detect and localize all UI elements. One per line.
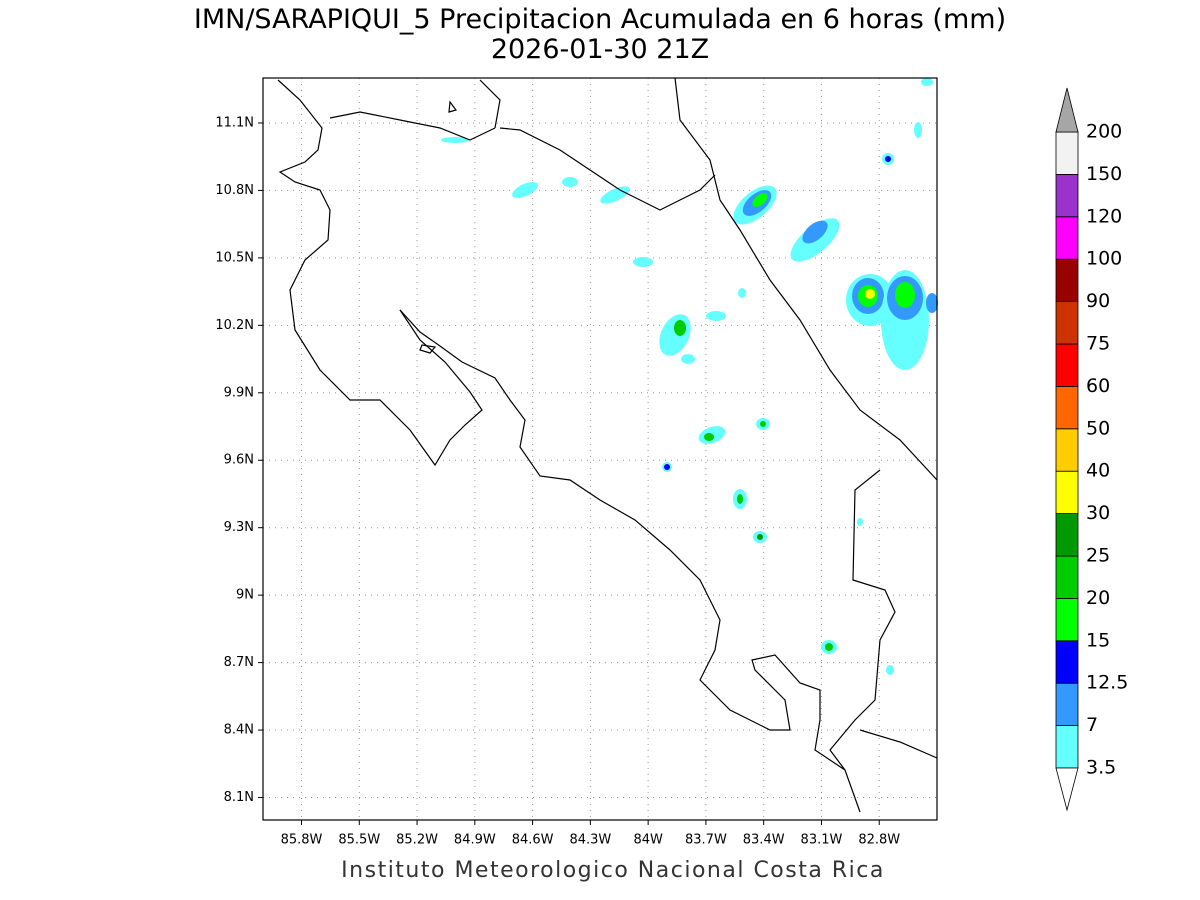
x-tick-label: 83.7W xyxy=(685,833,727,848)
y-tick-label: 9.9N xyxy=(224,385,254,400)
subtitle: 2026-01-30 21Z xyxy=(491,34,709,65)
colorbar-box xyxy=(1055,725,1079,769)
colorbar-label: 100 xyxy=(1086,248,1122,270)
colorbar-label: 3.5 xyxy=(1086,757,1116,779)
colorbar-box xyxy=(1055,682,1079,727)
colorbar-over xyxy=(1055,87,1079,133)
y-tick-label: 11.1N xyxy=(215,115,254,130)
colorbar-box xyxy=(1055,131,1079,175)
colorbar-box xyxy=(1055,343,1079,387)
colorbar-label: 90 xyxy=(1086,290,1110,312)
y-tick-label: 9.6N xyxy=(224,453,254,468)
colorbar-label: 15 xyxy=(1086,629,1110,651)
colorbar-box xyxy=(1055,640,1079,684)
y-tick-label: 8.1N xyxy=(224,790,254,805)
precip-field xyxy=(441,78,938,675)
colorbar-label: 7 xyxy=(1086,714,1098,736)
colorbar-label: 25 xyxy=(1086,545,1110,567)
colorbar: 3.5 7 12.5 15 20 25 30 40 50 60 75 90 100 120 150 200 xyxy=(1055,87,1128,812)
colorbar-label: 120 xyxy=(1086,205,1122,227)
colorbar-box xyxy=(1055,385,1079,430)
x-tick-label: 85.2W xyxy=(396,833,438,848)
footer: Instituto Meteorologico Nacional Costa R… xyxy=(341,858,885,883)
x-tick-label: 85.5W xyxy=(338,833,380,848)
title: IMN/SARAPIQUI_5 Precipitacion Acumulada … xyxy=(194,4,1006,35)
grid xyxy=(263,78,937,820)
colorbar-label: 30 xyxy=(1086,502,1110,524)
colorbar-label: 60 xyxy=(1086,375,1110,397)
x-tick-label: 83.1W xyxy=(801,833,843,848)
colorbar-box xyxy=(1055,173,1079,218)
colorbar-label: 12.5 xyxy=(1086,672,1128,694)
y-tick-label: 10.5N xyxy=(215,250,254,265)
x-tick-label: 84.6W xyxy=(512,833,554,848)
y-tick-label: 8.7N xyxy=(224,655,254,670)
x-tick-label: 82.8W xyxy=(858,833,900,848)
x-tick-label: 84W xyxy=(633,833,663,848)
colorbar-box xyxy=(1055,258,1079,303)
y-tick-label: 10.2N xyxy=(215,318,254,333)
y-tick-label: 8.4N xyxy=(224,723,254,738)
y-tick-label: 9.3N xyxy=(224,520,254,535)
y-tick-label: 10.8N xyxy=(215,183,254,198)
x-tick-label: 84.3W xyxy=(569,833,611,848)
colorbar-box xyxy=(1055,216,1079,260)
colorbar-box xyxy=(1055,470,1079,515)
colorbar-label: 50 xyxy=(1086,417,1110,439)
colorbar-box xyxy=(1055,513,1079,557)
colorbar-label: 40 xyxy=(1086,460,1110,482)
coastlines xyxy=(277,77,938,813)
colorbar-under xyxy=(1055,767,1079,812)
colorbar-label: 150 xyxy=(1086,163,1122,185)
colorbar-box xyxy=(1055,598,1079,642)
x-tick-label: 83.4W xyxy=(743,833,785,848)
colorbar-label: 20 xyxy=(1086,587,1110,609)
colorbar-label: 200 xyxy=(1086,121,1122,143)
colorbar-box xyxy=(1055,301,1079,345)
colorbar-box xyxy=(1055,555,1079,599)
x-tick-label: 84.9W xyxy=(454,833,496,848)
colorbar-label: 75 xyxy=(1086,333,1110,355)
map-frame xyxy=(262,77,938,821)
colorbar-box xyxy=(1055,428,1079,472)
x-tick-label: 85.8W xyxy=(281,833,323,848)
y-tick-label: 9N xyxy=(236,588,254,603)
